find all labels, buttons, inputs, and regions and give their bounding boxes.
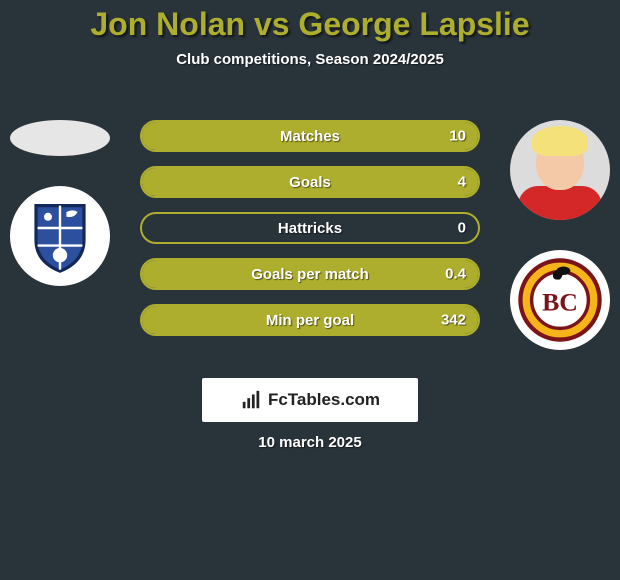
subtitle: Club competitions, Season 2024/2025 xyxy=(0,51,620,68)
bradford-crest-icon: BC xyxy=(517,257,603,343)
watermark-text: FcTables.com xyxy=(268,390,380,410)
comparison-bars: Matches 10 Goals 4 Hattricks 0 Goals per match… xyxy=(140,120,480,336)
bradford-crest: BC xyxy=(510,250,610,350)
stat-bar-value-right: 0.4 xyxy=(445,266,466,283)
stat-bar-label: Goals per match xyxy=(251,266,369,283)
stat-bar: Min per goal 342 xyxy=(140,304,480,336)
barchart-icon xyxy=(240,389,262,411)
stat-bar-value-right: 4 xyxy=(458,174,466,191)
stat-bar-value-right: 342 xyxy=(441,312,466,329)
stat-bar: Hattricks 0 xyxy=(140,212,480,244)
stat-bar-value-right: 0 xyxy=(458,220,466,237)
player-right-face-icon xyxy=(510,120,610,220)
tranmere-crest-icon xyxy=(20,196,100,276)
page-title: Jon Nolan vs George Lapslie xyxy=(0,0,620,43)
svg-text:BC: BC xyxy=(542,287,578,316)
stat-bar: Goals per match 0.4 xyxy=(140,258,480,290)
stat-bar-label: Min per goal xyxy=(266,312,354,329)
stat-bar: Goals 4 xyxy=(140,166,480,198)
stat-bar-label: Matches xyxy=(280,128,340,145)
stat-bar: Matches 10 xyxy=(140,120,480,152)
stat-bar-value-right: 10 xyxy=(449,128,466,145)
watermark: FcTables.com xyxy=(202,378,418,422)
right-player-column: BC xyxy=(500,120,620,350)
stat-bar-label: Goals xyxy=(289,174,331,191)
date-text: 10 march 2025 xyxy=(0,434,620,451)
player-left-avatar xyxy=(10,120,110,156)
left-player-column xyxy=(0,120,120,286)
stat-bar-label: Hattricks xyxy=(278,220,342,237)
tranmere-crest xyxy=(10,186,110,286)
player-right-avatar xyxy=(510,120,610,220)
